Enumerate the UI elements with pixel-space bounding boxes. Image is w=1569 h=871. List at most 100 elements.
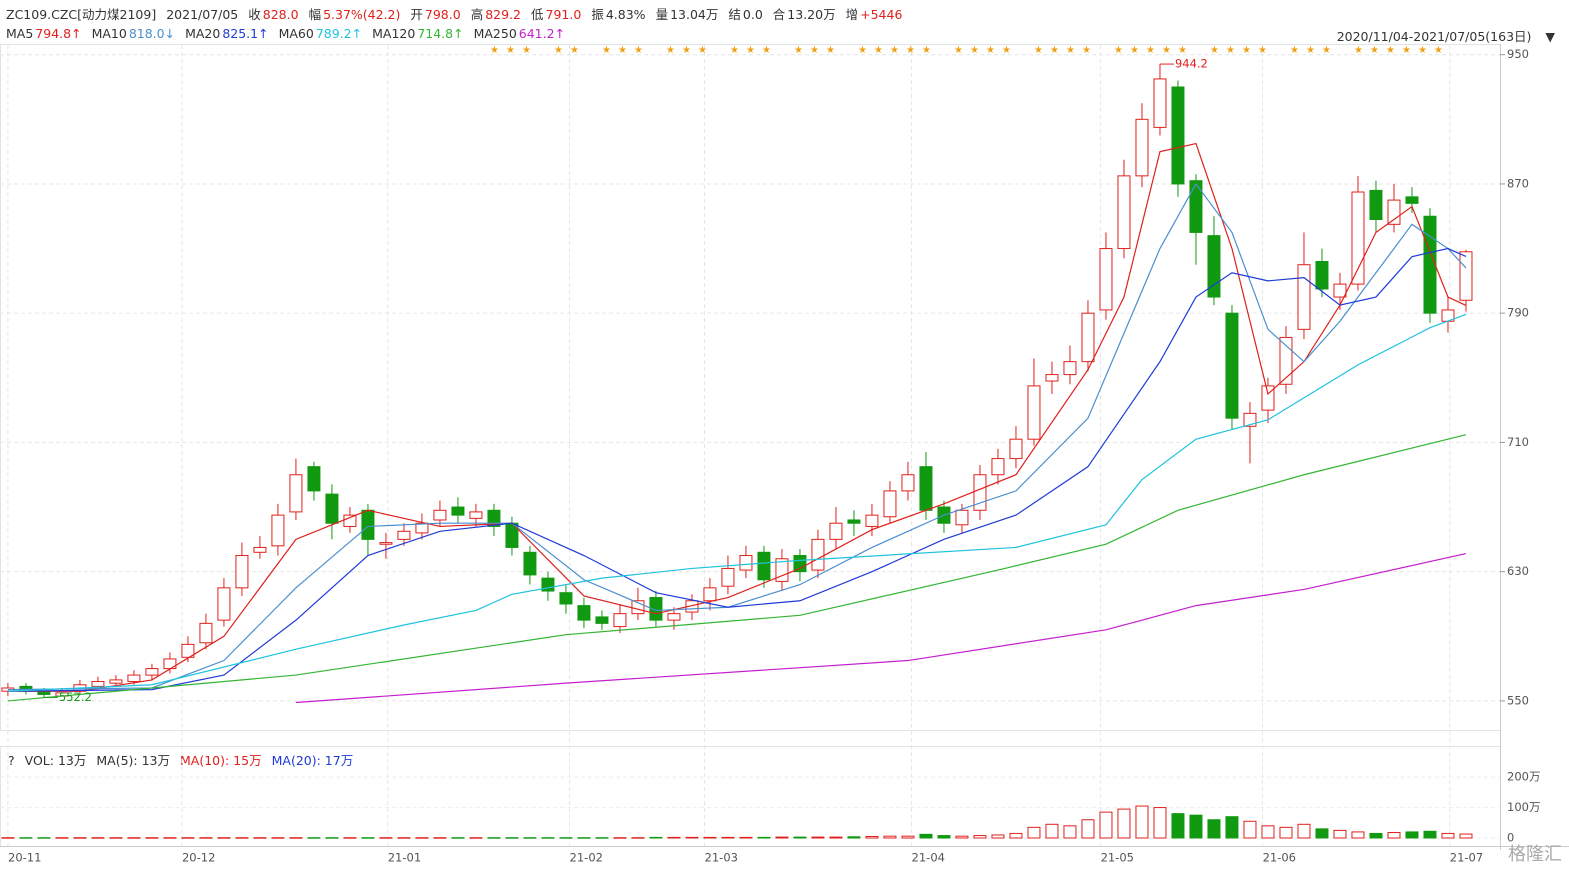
volume-bar — [1045, 823, 1059, 839]
volume-bar — [937, 835, 951, 839]
x-tick-label: 21-05 — [1101, 851, 1134, 865]
ma-name: MA120 — [372, 26, 416, 41]
candle-body — [595, 616, 609, 624]
ma-value: 818.0↓ — [128, 26, 176, 41]
volume-tick-label: 200万 — [1507, 770, 1540, 784]
candle-body — [469, 511, 483, 519]
star: ★ — [1210, 45, 1219, 56]
volume-bar — [1153, 807, 1167, 839]
volume-bar — [1207, 819, 1221, 839]
volume-bar — [415, 837, 429, 839]
quote-label: 开 — [410, 7, 423, 22]
candle-body — [1153, 78, 1167, 128]
ma-value: 789.2↑ — [315, 26, 363, 41]
candle-body — [307, 466, 321, 492]
volume-bar — [1279, 826, 1293, 839]
candle-body — [397, 530, 411, 540]
star: ★ — [602, 45, 611, 56]
candle-body — [1009, 438, 1023, 460]
candle-body — [1459, 251, 1473, 301]
candle-body — [757, 551, 771, 581]
star: ★ — [618, 45, 627, 56]
quote-value: 5.37%(42.2) — [323, 7, 401, 22]
help[interactable]: ? — [8, 753, 15, 768]
volume-bar — [973, 835, 987, 839]
star: ★ — [666, 45, 675, 56]
candle-body — [775, 558, 789, 582]
volume-bar — [991, 834, 1005, 839]
quote-label: 高 — [470, 7, 484, 22]
candle-body — [703, 587, 717, 602]
volume-bar — [1081, 819, 1095, 839]
quote-label: 振 — [591, 7, 604, 22]
date-range[interactable]: 2020/11/04-2021/07/05(163日) ▼ — [1336, 29, 1555, 44]
candle-body — [1405, 196, 1419, 204]
star: ★ — [954, 45, 963, 56]
volume-bar — [1, 837, 15, 839]
volume-bar — [1063, 825, 1077, 839]
volume-bar — [487, 837, 501, 839]
candle-body — [1351, 191, 1365, 285]
star: ★ — [970, 45, 979, 56]
volume-bar — [1027, 826, 1041, 839]
star: ★ — [1354, 45, 1363, 56]
candle-body — [613, 613, 627, 628]
volume-bar — [757, 836, 771, 839]
star: ★ — [570, 45, 579, 56]
candle-body — [847, 519, 861, 524]
candle-body — [379, 542, 393, 545]
star: ★ — [1370, 45, 1379, 56]
volume-bar — [307, 837, 321, 839]
volume-bar — [73, 837, 87, 839]
star: ★ — [1178, 45, 1187, 56]
volume-bar — [1369, 832, 1383, 839]
volume-bar — [595, 837, 609, 839]
y-tick-label: 790 — [1507, 306, 1529, 320]
ma-name: MA5 — [6, 26, 34, 41]
candle-body — [1171, 86, 1185, 185]
candle-body — [1243, 412, 1257, 427]
volume-bar — [703, 836, 717, 839]
candle-body — [1423, 215, 1437, 314]
volume-bar — [1297, 823, 1311, 839]
date-range-text[interactable]: 2020/11/04-2021/07/05(163日) — [1336, 29, 1532, 44]
volume-bar — [955, 835, 969, 839]
star: ★ — [762, 45, 771, 56]
volume-bar — [811, 836, 825, 839]
star: ★ — [1402, 45, 1411, 56]
star: ★ — [1130, 45, 1139, 56]
candle-body — [1081, 312, 1095, 363]
volume-bar — [1441, 832, 1455, 839]
volume-bar — [541, 837, 555, 839]
quote-label: ZC109.CZC[动力煤2109] — [6, 7, 157, 22]
volume-tick-label: 0 — [1507, 831, 1514, 845]
star: ★ — [1146, 45, 1155, 56]
x-tick-label: 21-02 — [570, 851, 603, 865]
star: ★ — [1434, 45, 1443, 56]
volume-bar — [1387, 832, 1401, 839]
ma-value: 825.1↑ — [222, 26, 269, 41]
quote-value: 829.2 — [485, 7, 522, 22]
quote-value: 13.20万 — [787, 7, 836, 22]
volume-bar — [829, 836, 843, 839]
volume-bar — [919, 833, 933, 839]
star: ★ — [634, 45, 643, 56]
quote-value: 4.83% — [605, 7, 646, 22]
quote-value: 2021/07/05 — [166, 7, 239, 22]
candle-body — [721, 567, 735, 587]
candle-body — [415, 522, 429, 534]
volume-bar — [1225, 816, 1239, 839]
star: ★ — [906, 45, 915, 56]
ma-name: MA60 — [278, 26, 314, 41]
volume-bar — [649, 836, 663, 839]
volume-bar — [685, 836, 699, 839]
quote-label: 低 — [531, 7, 544, 22]
ma-line — [7, 434, 1467, 702]
ma-value: 714.8↑ — [417, 26, 464, 41]
candle-body — [1189, 180, 1203, 233]
volume-legend-item: MA(10): 15万 — [180, 753, 262, 768]
volume-bar — [1333, 829, 1347, 839]
candle-body — [523, 551, 537, 576]
